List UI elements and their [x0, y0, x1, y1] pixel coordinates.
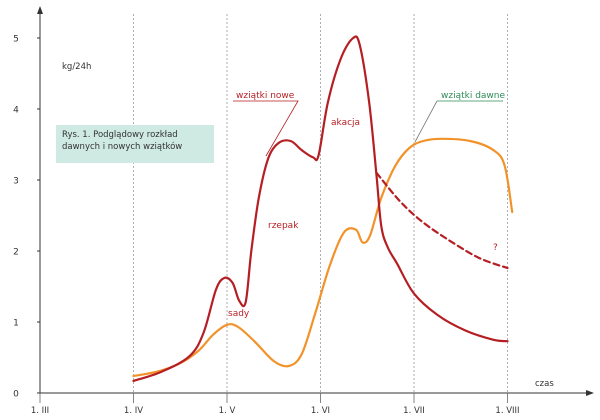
y-axis-title: kg/24h — [62, 62, 91, 72]
x-tick-label: 1. VI — [311, 406, 330, 416]
y-tick-label: 3 — [13, 177, 19, 187]
x-tick-label: 1. VIII — [495, 406, 519, 416]
annotation-layer: wziątki nowe wziątki dawne akacja rzepak sad… — [228, 91, 505, 319]
x-axis-arrow-icon — [586, 390, 594, 396]
y-tick-label: 2 — [13, 248, 19, 258]
series-line-2 — [132, 137, 514, 378]
y-axis-arrow-icon — [37, 6, 43, 14]
y-tick-label: 4 — [13, 106, 19, 116]
y-tick-label: 1 — [13, 319, 19, 329]
y-tick-label: 5 — [13, 35, 19, 45]
annotation-label: akacja — [331, 118, 360, 128]
x-tick-label: 1. V — [219, 406, 236, 416]
x-tick-label: 1. VII — [403, 406, 425, 416]
series-label-leader-dawne — [414, 100, 438, 143]
annotation-label: rzepak — [268, 221, 299, 231]
annotation-label: ? — [493, 243, 498, 253]
annotation-label: sady — [228, 309, 250, 319]
series-label-leader-nowe — [233, 100, 299, 157]
grid-lines — [133, 14, 508, 393]
figure-caption-note: Rys. 1. Podglądowy rozkład dawnych i now… — [56, 125, 214, 163]
axes: 0 1 2 3 4 5 1. III 1. IV 1. V 1. VI 1. VII 1. VIII k… — [13, 6, 594, 416]
x-tick-label: 1. III — [31, 406, 49, 416]
x-tick-label: 1. IV — [124, 406, 143, 416]
annotation-label: wziątki nowe — [236, 91, 295, 101]
series-line-0 — [132, 35, 509, 382]
x-axis-title: czas — [535, 379, 554, 389]
series-line-1 — [375, 171, 509, 270]
y-tick-label: 0 — [13, 390, 19, 400]
annotation-label: wziątki dawne — [441, 91, 505, 101]
series-layer — [132, 35, 514, 382]
